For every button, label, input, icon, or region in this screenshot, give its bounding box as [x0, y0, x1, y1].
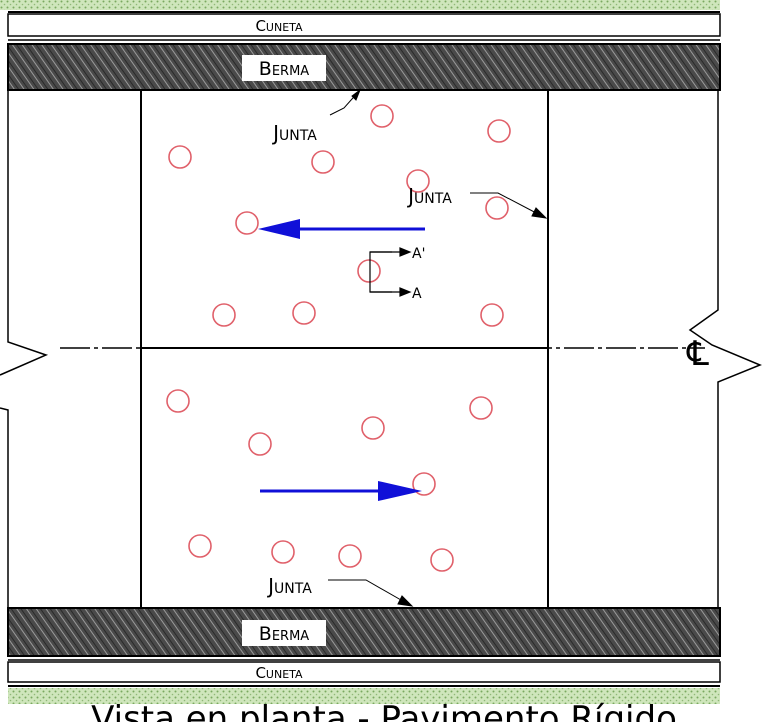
bottom-cuneta-label: Cuneta	[255, 664, 303, 682]
spall-mark	[292, 301, 316, 325]
centerline-symbol: ℄	[686, 334, 709, 374]
junta-leaders	[328, 88, 548, 607]
spall-mark	[487, 119, 511, 143]
section-label-a: A	[412, 286, 422, 302]
top-gravel-strip	[0, 0, 720, 10]
junta-label-right: Junta	[406, 184, 452, 208]
spall-mark	[188, 534, 212, 558]
spall-mark	[212, 303, 236, 327]
spall-mark	[361, 416, 385, 440]
spall-mark	[235, 211, 259, 235]
junta-label-top: Junta	[271, 121, 317, 145]
spall-mark	[311, 150, 335, 174]
spall-marks	[166, 104, 511, 572]
top-berma-band	[7, 43, 721, 91]
bottom-berma-band	[7, 607, 721, 657]
junta-label-bottom: Junta	[266, 574, 312, 598]
top-cuneta-band	[7, 13, 721, 37]
spall-mark	[412, 472, 436, 496]
spall-mark	[166, 389, 190, 413]
spall-mark	[480, 303, 504, 327]
spall-mark	[370, 104, 394, 128]
traffic-arrow-right	[260, 481, 422, 501]
top-cuneta-label: Cuneta	[255, 17, 303, 35]
spall-mark	[357, 259, 381, 283]
bottom-cuneta-band	[7, 661, 721, 683]
spall-mark	[430, 548, 454, 572]
section-cut-marker	[369, 247, 412, 297]
spall-mark	[485, 196, 509, 220]
bottom-gravel-strip	[8, 688, 720, 704]
spall-mark	[248, 432, 272, 456]
figure-caption: Vista en planta - Pavimento Rígido	[91, 699, 677, 722]
spall-mark	[406, 169, 430, 193]
section-label-a-prime: A'	[412, 246, 425, 262]
spall-mark	[338, 544, 362, 568]
lane-outline	[0, 90, 762, 608]
bottom-berma-label: Berma	[259, 623, 309, 645]
traffic-arrow-left	[258, 219, 425, 239]
spall-mark	[469, 396, 493, 420]
spall-mark	[271, 540, 295, 564]
spall-mark	[168, 145, 192, 169]
top-berma-label: Berma	[259, 58, 309, 80]
